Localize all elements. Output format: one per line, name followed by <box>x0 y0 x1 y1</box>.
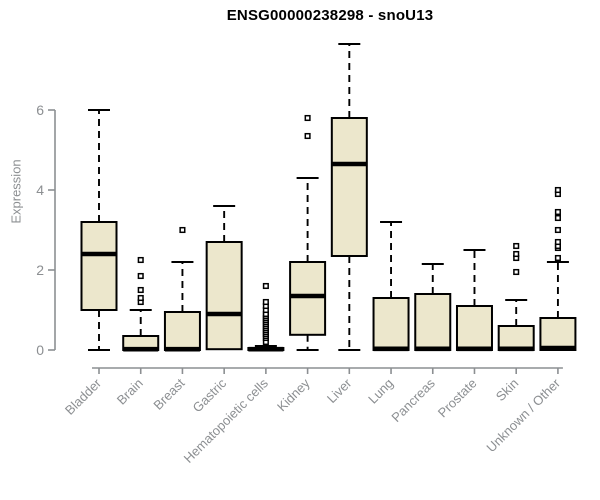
outlier-point <box>513 242 520 250</box>
outlier-point <box>554 238 561 246</box>
box-liver <box>330 117 368 257</box>
x-category-label: Brain <box>114 376 146 408</box>
x-category-label: Breast <box>150 375 187 412</box>
box-lung <box>372 297 410 351</box>
x-category-label: Pancreas <box>388 375 438 425</box>
box-unknown-other <box>539 317 577 351</box>
y-tick-label: 6 <box>36 102 44 118</box>
box-kidney <box>289 261 327 336</box>
outlier-point <box>554 226 561 234</box>
box-gastric <box>205 241 243 351</box>
outlier-point <box>554 208 561 216</box>
outlier-point <box>554 186 561 194</box>
box-prostate <box>455 305 493 351</box>
x-category-label: Prostate <box>435 376 480 421</box>
outlier-point <box>137 272 144 280</box>
x-category-label: Kidney <box>274 375 313 414</box>
outlier-point <box>513 268 520 276</box>
chart-title: ENSG00000238298 - snoU13 <box>226 7 434 24</box>
outlier-point <box>262 282 269 290</box>
x-category-label: Gastric <box>190 375 230 415</box>
y-tick-label: 0 <box>36 342 44 358</box>
x-category-label: Unknown / Other <box>483 375 563 455</box>
x-category-label: Bladder <box>62 375 105 418</box>
outlier-point <box>179 226 186 234</box>
y-tick-label: 2 <box>36 262 44 278</box>
outlier-point <box>304 132 311 140</box>
outlier-point <box>304 114 311 122</box>
outlier-point <box>554 254 561 262</box>
box-breast <box>163 311 201 351</box>
box-skin <box>497 325 535 351</box>
x-category-label: Lung <box>365 376 396 407</box>
outlier-point <box>137 256 144 264</box>
outlier-point <box>137 294 144 302</box>
x-category-label: Skin <box>493 376 521 404</box>
box-pancreas <box>414 293 452 351</box>
y-tick-label: 4 <box>36 182 44 198</box>
box-bladder <box>80 221 118 311</box>
outlier-point <box>513 250 520 258</box>
outlier-point <box>137 286 144 294</box>
outlier-point <box>554 214 561 222</box>
x-category-label: Liver <box>324 375 355 406</box>
outlier-point <box>262 298 269 306</box>
